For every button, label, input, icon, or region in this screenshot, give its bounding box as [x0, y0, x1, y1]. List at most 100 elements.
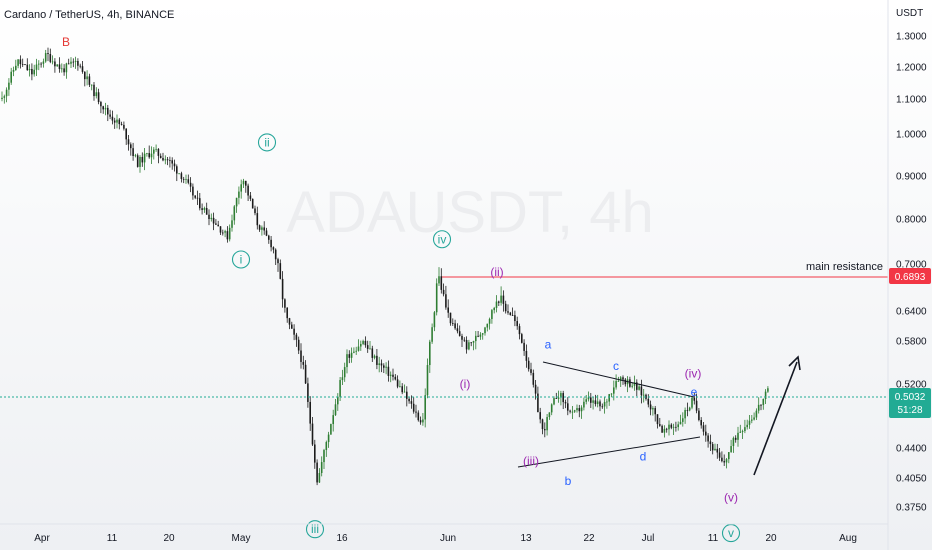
candle	[456, 323, 459, 334]
symbol-title[interactable]: Cardano / TetherUS, 4h, BINANCE	[4, 9, 175, 21]
candle	[357, 339, 360, 352]
candle	[546, 414, 548, 436]
candle	[440, 268, 443, 294]
candle	[716, 443, 719, 459]
candle	[518, 323, 521, 340]
candle	[472, 340, 475, 351]
candle	[387, 360, 390, 382]
candle	[238, 186, 240, 205]
candle	[355, 346, 357, 355]
candle	[567, 397, 569, 416]
svg-text:0.6893: 0.6893	[895, 272, 926, 283]
candle	[378, 356, 380, 373]
candle	[509, 311, 512, 316]
candle	[668, 420, 670, 436]
candle	[28, 64, 31, 77]
candle	[286, 307, 288, 323]
candle	[323, 448, 325, 470]
candle	[337, 393, 339, 411]
time-axis[interactable]: Apr 11 20 May 16 Jun 13 22 Jul 11 20 Aug	[0, 523, 888, 544]
candle	[578, 404, 581, 418]
candle	[408, 397, 410, 404]
candle	[100, 100, 102, 114]
candle	[364, 336, 367, 348]
candle	[569, 409, 571, 414]
candle	[38, 60, 40, 71]
candle	[585, 394, 587, 405]
candle	[507, 304, 509, 315]
candle	[734, 435, 737, 443]
time-tick-label: Jun	[440, 533, 456, 544]
candle	[173, 159, 176, 172]
candle	[454, 319, 456, 330]
candle	[224, 229, 226, 238]
candle	[265, 227, 268, 237]
candle	[192, 183, 194, 200]
candle	[150, 146, 153, 164]
candle	[19, 55, 22, 69]
candle	[72, 58, 75, 68]
candle	[389, 371, 392, 383]
candle	[452, 318, 454, 326]
candle	[672, 423, 675, 436]
svg-text:(iv): (iv)	[685, 366, 702, 380]
wave-label: c	[613, 359, 619, 373]
candle	[553, 396, 555, 406]
candle	[638, 384, 640, 391]
candle	[665, 427, 668, 433]
price-axis[interactable]: 1.3000 1.2000 1.1000 1.0000 0.9000 0.8000 0.70…	[887, 0, 927, 550]
candle	[481, 332, 484, 340]
candle	[705, 424, 707, 442]
candle	[592, 397, 594, 410]
wave-label: (v)	[724, 490, 738, 504]
candle	[295, 332, 298, 347]
candle	[514, 310, 516, 327]
candle	[525, 344, 528, 368]
candle	[757, 397, 760, 414]
time-tick-label: 13	[520, 533, 532, 544]
candle	[746, 419, 748, 430]
candle	[1, 91, 3, 102]
candle	[196, 190, 199, 206]
price-tick-label: 0.3750	[896, 503, 927, 514]
symbol-header: Cardano / TetherUS, 4h, BINANCE	[4, 9, 174, 21]
symbol-watermark: ADAUSDT, 4h	[286, 180, 653, 245]
svg-text:d: d	[640, 450, 647, 464]
candle	[277, 257, 279, 272]
candle	[139, 155, 141, 173]
candle	[212, 212, 215, 231]
candle-countdown: 51:28	[897, 405, 922, 416]
wave-label: (i)	[460, 377, 471, 391]
candle	[502, 290, 505, 312]
candle	[431, 323, 433, 344]
candle	[235, 197, 238, 213]
candle	[417, 410, 420, 422]
candle	[498, 300, 500, 307]
candle	[590, 392, 592, 408]
candle	[327, 431, 330, 448]
candle	[606, 398, 608, 409]
price-tick-label: 0.5800	[896, 337, 927, 348]
time-tick-label: May	[232, 533, 251, 544]
candle	[721, 451, 723, 463]
wave-label: (ii)	[490, 265, 503, 279]
candle	[539, 407, 541, 424]
candle	[247, 183, 249, 202]
candle	[5, 87, 8, 103]
candle	[95, 87, 98, 99]
candle	[679, 414, 682, 425]
candle	[77, 58, 79, 71]
candle	[203, 206, 206, 213]
candle	[571, 406, 574, 419]
candle	[251, 198, 254, 209]
wave-label: b	[565, 474, 572, 488]
candle	[412, 397, 415, 414]
candle	[143, 148, 146, 171]
candle	[245, 180, 247, 193]
candle	[406, 386, 408, 407]
candle	[670, 423, 673, 430]
candle	[187, 174, 190, 185]
candle	[291, 321, 293, 329]
candle	[182, 176, 185, 184]
